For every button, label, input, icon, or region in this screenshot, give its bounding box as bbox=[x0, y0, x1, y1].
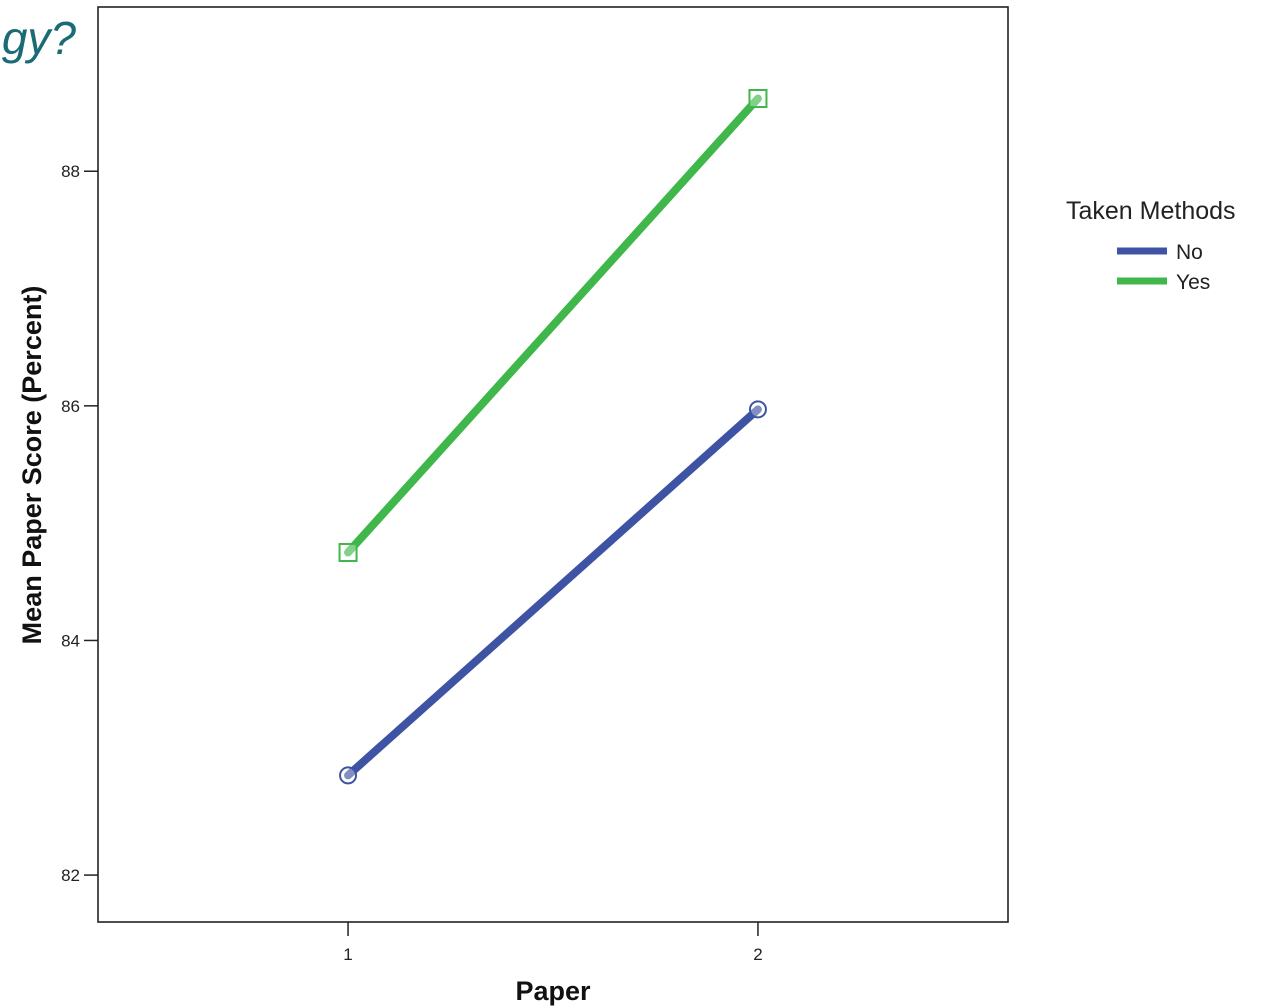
data-point-no bbox=[748, 400, 767, 419]
x-tick-label: 1 bbox=[343, 945, 352, 964]
y-tick-label: 84 bbox=[61, 631, 80, 650]
legend-label-yes: Yes bbox=[1176, 271, 1210, 294]
data-point-no bbox=[339, 766, 358, 785]
legend: Taken Methods No Yes bbox=[1066, 197, 1236, 294]
legend-label-no: No bbox=[1176, 241, 1203, 264]
legend-title: Taken Methods bbox=[1066, 197, 1236, 225]
data-point-yes bbox=[748, 89, 768, 108]
series-layer bbox=[338, 89, 768, 785]
series-line-no bbox=[344, 405, 762, 780]
data-point-yes bbox=[338, 542, 358, 562]
y-tick-label: 86 bbox=[61, 397, 80, 416]
y-axis-label: Mean Paper Score (Percent) bbox=[17, 286, 47, 645]
x-tick-label: 2 bbox=[753, 945, 762, 964]
plot-frame bbox=[97, 6, 1009, 923]
y-axis: 82 84 86 88 bbox=[61, 162, 98, 885]
y-tick-label: 82 bbox=[61, 866, 80, 885]
title-fragment: gy? bbox=[2, 12, 77, 64]
series-line-yes bbox=[344, 94, 762, 557]
x-axis-label: Paper bbox=[515, 976, 591, 1006]
y-tick-label: 88 bbox=[61, 162, 80, 181]
